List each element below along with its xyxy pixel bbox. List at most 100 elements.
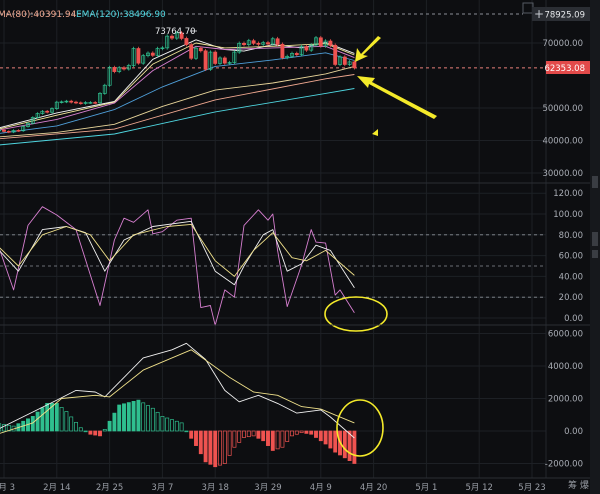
- candle-body[interactable]: [35, 113, 40, 118]
- macd-histogram-bar[interactable]: [266, 430, 270, 446]
- macd-histogram-bar[interactable]: [198, 430, 203, 455]
- macd-panel[interactable]: [0, 342, 357, 468]
- candle-body[interactable]: [256, 42, 261, 45]
- candle-body[interactable]: [74, 101, 78, 104]
- macd-histogram-bar[interactable]: [83, 430, 88, 433]
- macd-histogram-bar[interactable]: [342, 430, 347, 459]
- candle-body[interactable]: [69, 100, 74, 103]
- macd-histogram-bar[interactable]: [333, 430, 338, 453]
- candle-body[interactable]: [112, 67, 117, 72]
- macd-histogram-bar[interactable]: [35, 411, 40, 432]
- macd-histogram-bar[interactable]: [64, 411, 69, 432]
- macd-histogram-bar[interactable]: [146, 405, 150, 432]
- candle-body[interactable]: [126, 65, 131, 70]
- macd-histogram-bar[interactable]: [74, 421, 78, 432]
- candle-body[interactable]: [155, 48, 160, 56]
- macd-histogram-bar[interactable]: [189, 430, 194, 439]
- macd-histogram-bar[interactable]: [222, 430, 227, 464]
- macd-histogram-bar[interactable]: [280, 430, 285, 448]
- macd-histogram-bar[interactable]: [203, 430, 208, 463]
- candle-body[interactable]: [146, 52, 150, 57]
- macd-histogram-bar[interactable]: [174, 420, 179, 432]
- macd-histogram-bar[interactable]: [126, 402, 131, 432]
- scrollbar-track[interactable]: [590, 0, 600, 494]
- candle-body[interactable]: [64, 100, 69, 103]
- candle-body[interactable]: [184, 38, 189, 45]
- candle-body[interactable]: [242, 42, 246, 45]
- macd-histogram-bar[interactable]: [98, 430, 102, 437]
- macd-histogram-bar[interactable]: [88, 430, 93, 435]
- candle-body[interactable]: [227, 62, 232, 64]
- macd-histogram-bar[interactable]: [194, 430, 198, 446]
- macd-histogram-bar[interactable]: [155, 411, 160, 432]
- macd-histogram-bar[interactable]: [170, 419, 174, 432]
- macd-histogram-bar[interactable]: [256, 430, 261, 439]
- macd-histogram-bar[interactable]: [218, 430, 222, 466]
- macd-histogram-bar[interactable]: [6, 424, 11, 432]
- candle-body[interactable]: [117, 67, 122, 72]
- candle-body[interactable]: [328, 40, 333, 46]
- macd-histogram-bar[interactable]: [45, 403, 50, 432]
- candle-body[interactable]: [237, 42, 242, 53]
- candle-body[interactable]: [21, 126, 26, 132]
- candle-body[interactable]: [150, 52, 155, 56]
- macd-histogram-bar[interactable]: [117, 404, 122, 432]
- kdj-panel[interactable]: [0, 206, 546, 326]
- candle-body[interactable]: [218, 57, 222, 64]
- candle-body[interactable]: [122, 67, 126, 70]
- candle-body[interactable]: [93, 102, 98, 104]
- scrollbar-handle-top[interactable]: [592, 176, 598, 188]
- candle-body[interactable]: [141, 55, 146, 64]
- candle-body[interactable]: [107, 67, 112, 86]
- macd-histogram-bar[interactable]: [261, 430, 266, 442]
- candle-body[interactable]: [165, 35, 170, 49]
- candle-body[interactable]: [45, 110, 50, 113]
- macd-histogram-bar[interactable]: [184, 430, 189, 433]
- macd-histogram-bar[interactable]: [122, 403, 126, 432]
- candle-body[interactable]: [179, 32, 184, 39]
- macd-histogram-bar[interactable]: [309, 430, 314, 435]
- macd-histogram-bar[interactable]: [318, 430, 323, 442]
- candle-body[interactable]: [2, 129, 6, 132]
- candle-body[interactable]: [16, 130, 21, 132]
- macd-histogram-bar[interactable]: [136, 399, 141, 432]
- y-axis[interactable]: 70000.00 50000.00 40000.00 30000.00 120.00 10…: [542, 39, 583, 470]
- candle-body[interactable]: [136, 48, 141, 64]
- candle-body[interactable]: [352, 61, 357, 69]
- candle-body[interactable]: [280, 43, 285, 58]
- macd-histogram-bar[interactable]: [208, 430, 213, 465]
- macd-histogram-bar[interactable]: [275, 430, 280, 450]
- candle-body[interactable]: [174, 32, 179, 39]
- candle-body[interactable]: [222, 57, 227, 64]
- macd-histogram-bar[interactable]: [314, 430, 318, 438]
- candle-body[interactable]: [261, 42, 266, 45]
- candle-body[interactable]: [83, 102, 88, 104]
- candle-body[interactable]: [314, 37, 318, 46]
- candle-body[interactable]: [342, 56, 347, 65]
- candle-body[interactable]: [203, 50, 208, 70]
- macd-histogram-bar[interactable]: [165, 417, 170, 432]
- candle-body[interactable]: [299, 46, 304, 56]
- macd-histogram-bar[interactable]: [285, 430, 290, 442]
- macd-histogram-bar[interactable]: [251, 430, 256, 437]
- candle-body[interactable]: [170, 35, 174, 39]
- macd-histogram-bar[interactable]: [102, 429, 107, 432]
- chip-distribution-button[interactable]: 筹: [568, 479, 577, 491]
- macd-histogram-bar[interactable]: [2, 424, 6, 432]
- candle-body[interactable]: [213, 51, 218, 64]
- macd-histogram-bar[interactable]: [328, 430, 333, 449]
- candle-body[interactable]: [59, 101, 64, 103]
- candle-body[interactable]: [304, 46, 309, 51]
- candle-body[interactable]: [347, 61, 352, 65]
- burst-button[interactable]: 爆: [580, 479, 589, 491]
- annotation-marker[interactable]: [372, 129, 378, 136]
- candle-body[interactable]: [323, 40, 328, 47]
- candle-body[interactable]: [40, 110, 45, 114]
- macd-histogram-bar[interactable]: [112, 412, 117, 432]
- macd-histogram-bar[interactable]: [150, 407, 155, 432]
- macd-histogram-bar[interactable]: [232, 430, 237, 448]
- macd-histogram-bar[interactable]: [304, 430, 309, 434]
- annotation-ellipse-macd[interactable]: [336, 399, 384, 457]
- candle-body[interactable]: [189, 44, 194, 59]
